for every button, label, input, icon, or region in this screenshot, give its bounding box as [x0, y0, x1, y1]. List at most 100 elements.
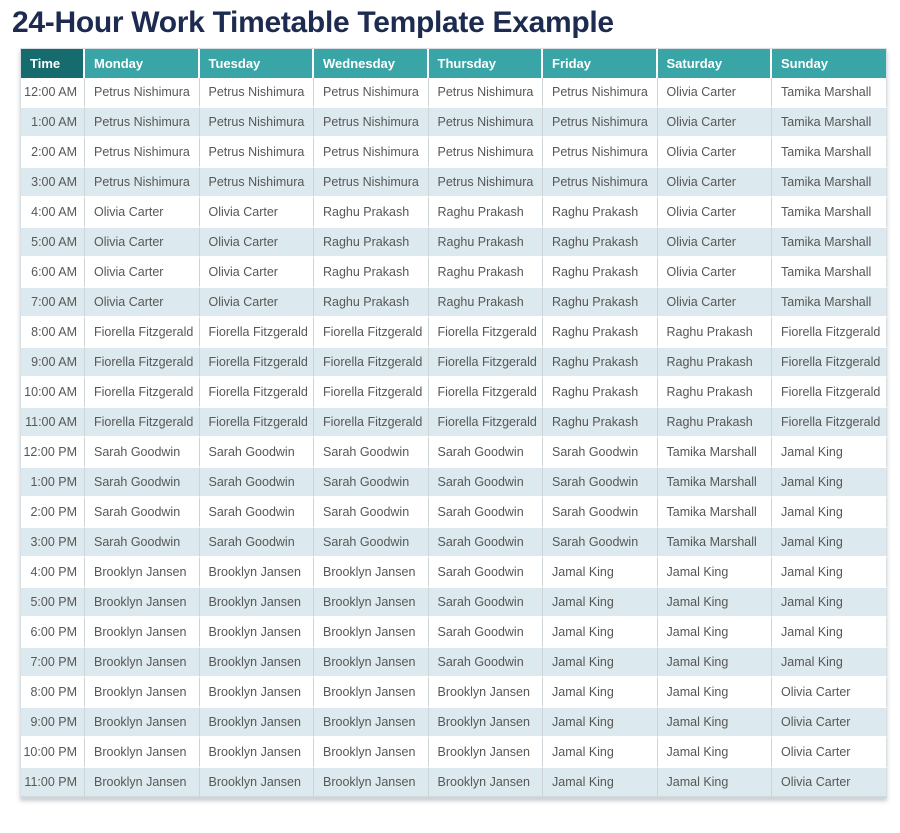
- timetable-body: 12:00 AM Petrus Nishimura Petrus Nishimura…: [21, 78, 887, 798]
- schedule-cell: Petrus Nishimura: [314, 78, 429, 108]
- schedule-cell: Fiorella Fitzgerald: [772, 348, 887, 378]
- schedule-cell: Sarah Goodwin: [199, 438, 314, 468]
- schedule-cell: Petrus Nishimura: [543, 138, 658, 168]
- schedule-cell: Jamal King: [772, 558, 887, 588]
- column-header-saturday: Saturday: [657, 49, 772, 78]
- time-cell: 4:00 AM: [21, 198, 85, 228]
- time-cell: 5:00 PM: [21, 588, 85, 618]
- table-row: 2:00 PM Sarah Goodwin Sarah Goodwin Sarah G…: [21, 498, 887, 528]
- schedule-cell: Petrus Nishimura: [85, 138, 200, 168]
- schedule-cell: Brooklyn Jansen: [85, 648, 200, 678]
- schedule-cell: Fiorella Fitzgerald: [199, 318, 314, 348]
- schedule-cell: Brooklyn Jansen: [314, 588, 429, 618]
- time-cell: 7:00 PM: [21, 648, 85, 678]
- schedule-cell: Fiorella Fitzgerald: [428, 318, 543, 348]
- schedule-cell: Olivia Carter: [657, 198, 772, 228]
- schedule-cell: Sarah Goodwin: [428, 648, 543, 678]
- schedule-cell: Jamal King: [543, 588, 658, 618]
- schedule-cell: Brooklyn Jansen: [314, 558, 429, 588]
- schedule-cell: Fiorella Fitzgerald: [199, 378, 314, 408]
- column-header-friday: Friday: [543, 49, 658, 78]
- schedule-cell: Sarah Goodwin: [85, 438, 200, 468]
- schedule-cell: Raghu Prakash: [543, 348, 658, 378]
- table-row: 12:00 AM Petrus Nishimura Petrus Nishimura…: [21, 78, 887, 108]
- schedule-cell: Fiorella Fitzgerald: [85, 378, 200, 408]
- schedule-cell: Tamika Marshall: [772, 138, 887, 168]
- timetable-container: Time Monday Tuesday Wednesday Thursday Friday…: [20, 48, 887, 798]
- schedule-cell: Fiorella Fitzgerald: [428, 378, 543, 408]
- schedule-cell: Brooklyn Jansen: [199, 588, 314, 618]
- schedule-cell: Brooklyn Jansen: [428, 768, 543, 798]
- time-cell: 1:00 PM: [21, 468, 85, 498]
- schedule-cell: Petrus Nishimura: [199, 108, 314, 138]
- schedule-cell: Fiorella Fitzgerald: [314, 378, 429, 408]
- time-cell: 10:00 PM: [21, 738, 85, 768]
- schedule-cell: Raghu Prakash: [543, 378, 658, 408]
- schedule-cell: Olivia Carter: [772, 678, 887, 708]
- schedule-cell: Sarah Goodwin: [428, 468, 543, 498]
- time-cell: 9:00 PM: [21, 708, 85, 738]
- schedule-cell: Sarah Goodwin: [85, 468, 200, 498]
- schedule-cell: Raghu Prakash: [428, 288, 543, 318]
- schedule-cell: Fiorella Fitzgerald: [199, 348, 314, 378]
- time-cell: 12:00 PM: [21, 438, 85, 468]
- schedule-cell: Jamal King: [772, 498, 887, 528]
- schedule-cell: Brooklyn Jansen: [428, 708, 543, 738]
- time-cell: 8:00 AM: [21, 318, 85, 348]
- time-cell: 1:00 AM: [21, 108, 85, 138]
- column-header-monday: Monday: [85, 49, 200, 78]
- schedule-cell: Raghu Prakash: [543, 258, 658, 288]
- time-cell: 11:00 AM: [21, 408, 85, 438]
- schedule-cell: Raghu Prakash: [657, 318, 772, 348]
- time-cell: 10:00 AM: [21, 378, 85, 408]
- time-cell: 2:00 PM: [21, 498, 85, 528]
- schedule-cell: Fiorella Fitzgerald: [314, 408, 429, 438]
- schedule-cell: Brooklyn Jansen: [199, 558, 314, 588]
- table-row: 11:00 AM Fiorella Fitzgerald Fiorella Fitz…: [21, 408, 887, 438]
- schedule-cell: Jamal King: [657, 618, 772, 648]
- schedule-cell: Brooklyn Jansen: [85, 588, 200, 618]
- schedule-cell: Jamal King: [543, 558, 658, 588]
- schedule-cell: Brooklyn Jansen: [314, 648, 429, 678]
- schedule-cell: Olivia Carter: [657, 228, 772, 258]
- schedule-cell: Tamika Marshall: [657, 438, 772, 468]
- schedule-cell: Fiorella Fitzgerald: [428, 348, 543, 378]
- schedule-cell: Olivia Carter: [85, 258, 200, 288]
- schedule-cell: Jamal King: [543, 708, 658, 738]
- schedule-cell: Petrus Nishimura: [543, 78, 658, 108]
- schedule-cell: Jamal King: [772, 468, 887, 498]
- schedule-cell: Tamika Marshall: [772, 228, 887, 258]
- schedule-cell: Raghu Prakash: [314, 258, 429, 288]
- schedule-cell: Sarah Goodwin: [314, 468, 429, 498]
- schedule-cell: Sarah Goodwin: [428, 618, 543, 648]
- schedule-cell: Petrus Nishimura: [428, 108, 543, 138]
- time-cell: 11:00 PM: [21, 768, 85, 798]
- schedule-cell: Raghu Prakash: [543, 408, 658, 438]
- header-row: Time Monday Tuesday Wednesday Thursday Friday…: [21, 49, 887, 78]
- schedule-cell: Brooklyn Jansen: [85, 738, 200, 768]
- schedule-cell: Olivia Carter: [657, 168, 772, 198]
- schedule-cell: Olivia Carter: [199, 288, 314, 318]
- schedule-cell: Jamal King: [772, 618, 887, 648]
- schedule-cell: Brooklyn Jansen: [314, 618, 429, 648]
- schedule-cell: Jamal King: [543, 648, 658, 678]
- schedule-cell: Tamika Marshall: [772, 288, 887, 318]
- schedule-cell: Raghu Prakash: [428, 228, 543, 258]
- schedule-cell: Petrus Nishimura: [428, 138, 543, 168]
- table-row: 3:00 PM Sarah Goodwin Sarah Goodwin Sarah G…: [21, 528, 887, 558]
- schedule-cell: Brooklyn Jansen: [314, 768, 429, 798]
- time-cell: 5:00 AM: [21, 228, 85, 258]
- schedule-cell: Jamal King: [657, 678, 772, 708]
- schedule-cell: Tamika Marshall: [772, 168, 887, 198]
- table-row: 3:00 AM Petrus Nishimura Petrus Nishimura P…: [21, 168, 887, 198]
- schedule-cell: Fiorella Fitzgerald: [85, 408, 200, 438]
- schedule-cell: Olivia Carter: [657, 288, 772, 318]
- schedule-cell: Sarah Goodwin: [428, 558, 543, 588]
- schedule-cell: Fiorella Fitzgerald: [772, 408, 887, 438]
- schedule-cell: Raghu Prakash: [657, 348, 772, 378]
- schedule-cell: Tamika Marshall: [772, 108, 887, 138]
- schedule-cell: Jamal King: [772, 588, 887, 618]
- schedule-cell: Brooklyn Jansen: [428, 738, 543, 768]
- table-row: 4:00 PM Brooklyn Jansen Brooklyn Jansen Bro…: [21, 558, 887, 588]
- schedule-cell: Petrus Nishimura: [314, 108, 429, 138]
